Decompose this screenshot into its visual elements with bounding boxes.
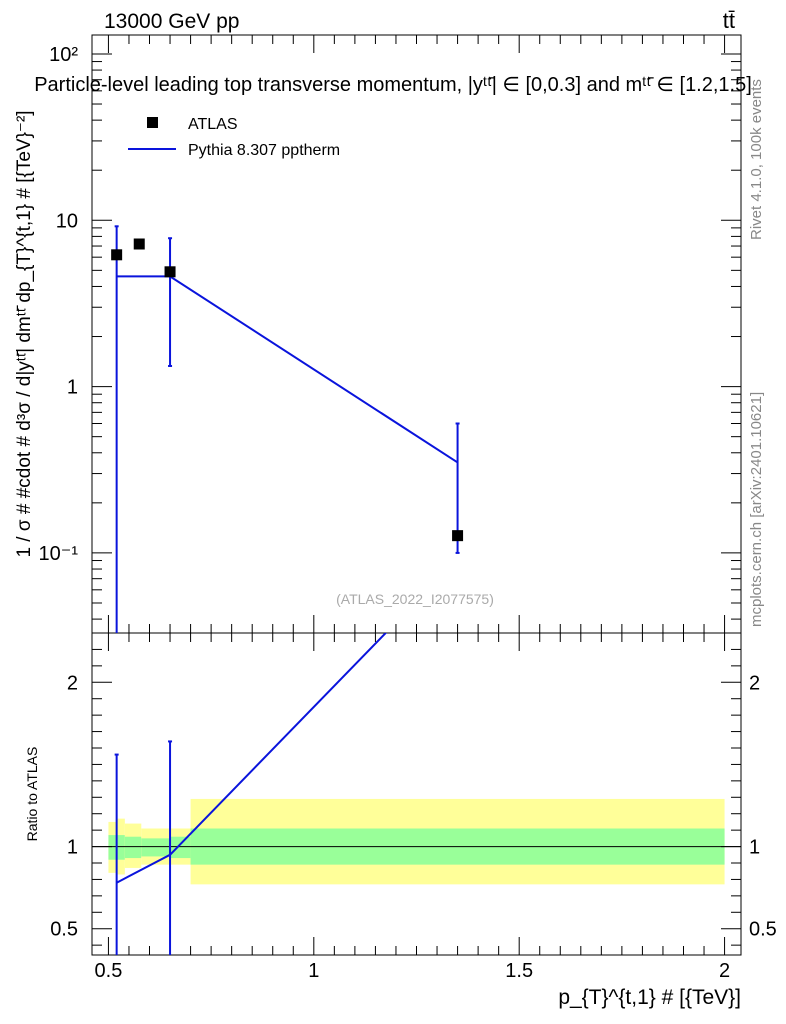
band-inner-3: [141, 838, 171, 857]
ratio-ytick-label-right-2: 2: [749, 672, 760, 694]
band-inner-2: [124, 836, 142, 859]
legend-data-label: ATLAS: [188, 116, 238, 133]
ratio-panel-frame: [91, 632, 742, 956]
ratio-axis-ticks: [92, 633, 741, 955]
analysis-watermark: (ATLAS_2022_I2077575): [336, 591, 494, 607]
data-point-1: [133, 238, 145, 250]
ratio-ytick-label-left-2: 2: [67, 672, 78, 694]
main-y-axis-title: 1 / σ # #cdot # d³σ / d|yᵗᵗ̄| dmᵗᵗ̄ dp_{…: [14, 110, 35, 557]
ratio-ytick-label-right-0: 0.5: [749, 919, 777, 941]
ratio-ytick-label-left-1: 1: [67, 837, 78, 859]
xtick-label-3: 2: [719, 960, 730, 982]
x-tick-labels: 0.5 1 1.5 2: [95, 960, 731, 982]
ratio-ytick-label-right-1: 1: [749, 837, 760, 859]
x-axis-title: p_{T}^{t,1} # [{TeV}]: [558, 986, 741, 1009]
main-ytick-label-0: 10⁻¹: [39, 543, 79, 565]
band-inner-1: [116, 835, 125, 860]
xtick-label-0: 0.5: [95, 960, 123, 982]
process-label: tt̄: [723, 8, 735, 33]
mcplots-label: mcplots.cern.ch [arXiv:2401.10621]: [748, 392, 765, 627]
main-y-tick-labels: 10⁻¹ 1 10 10²: [39, 44, 79, 565]
mc-line: [116, 275, 459, 464]
data-point-3: [452, 530, 464, 542]
band-inner-4: [170, 836, 191, 859]
legend-data-marker: [147, 117, 158, 128]
legend-mc-label: Pythia 8.307 pptherm: [188, 142, 340, 159]
ratio-y-axis-title: Ratio to ATLAS: [24, 747, 40, 842]
rivet-label: Rivet 4.1.0, 100k events: [748, 79, 765, 240]
main-axis-ticks: [92, 35, 741, 633]
ratio-mc-series: [114, 633, 388, 955]
data-series: [111, 238, 464, 542]
main-ytick-label-2: 10: [56, 210, 78, 232]
plot-title: Particle-level leading top transverse mo…: [34, 74, 752, 96]
band-inner-0: [108, 835, 117, 860]
ratio-y-tick-labels: 0.5 0.5 1 1 2 2: [50, 672, 777, 940]
mc-series: [114, 225, 460, 633]
main-ytick-label-1: 1: [67, 377, 78, 399]
ratio-ytick-label-left-0: 0.5: [50, 919, 78, 941]
xtick-label-2: 1.5: [505, 960, 533, 982]
energy-label: 13000 GeV pp: [104, 10, 239, 33]
xtick-label-1: 1: [308, 960, 319, 982]
main-ytick-label-3: 10²: [49, 44, 78, 66]
data-point-0: [111, 249, 123, 261]
data-point-2: [164, 266, 176, 278]
ratio-uncertainty-bands: [108, 798, 725, 885]
